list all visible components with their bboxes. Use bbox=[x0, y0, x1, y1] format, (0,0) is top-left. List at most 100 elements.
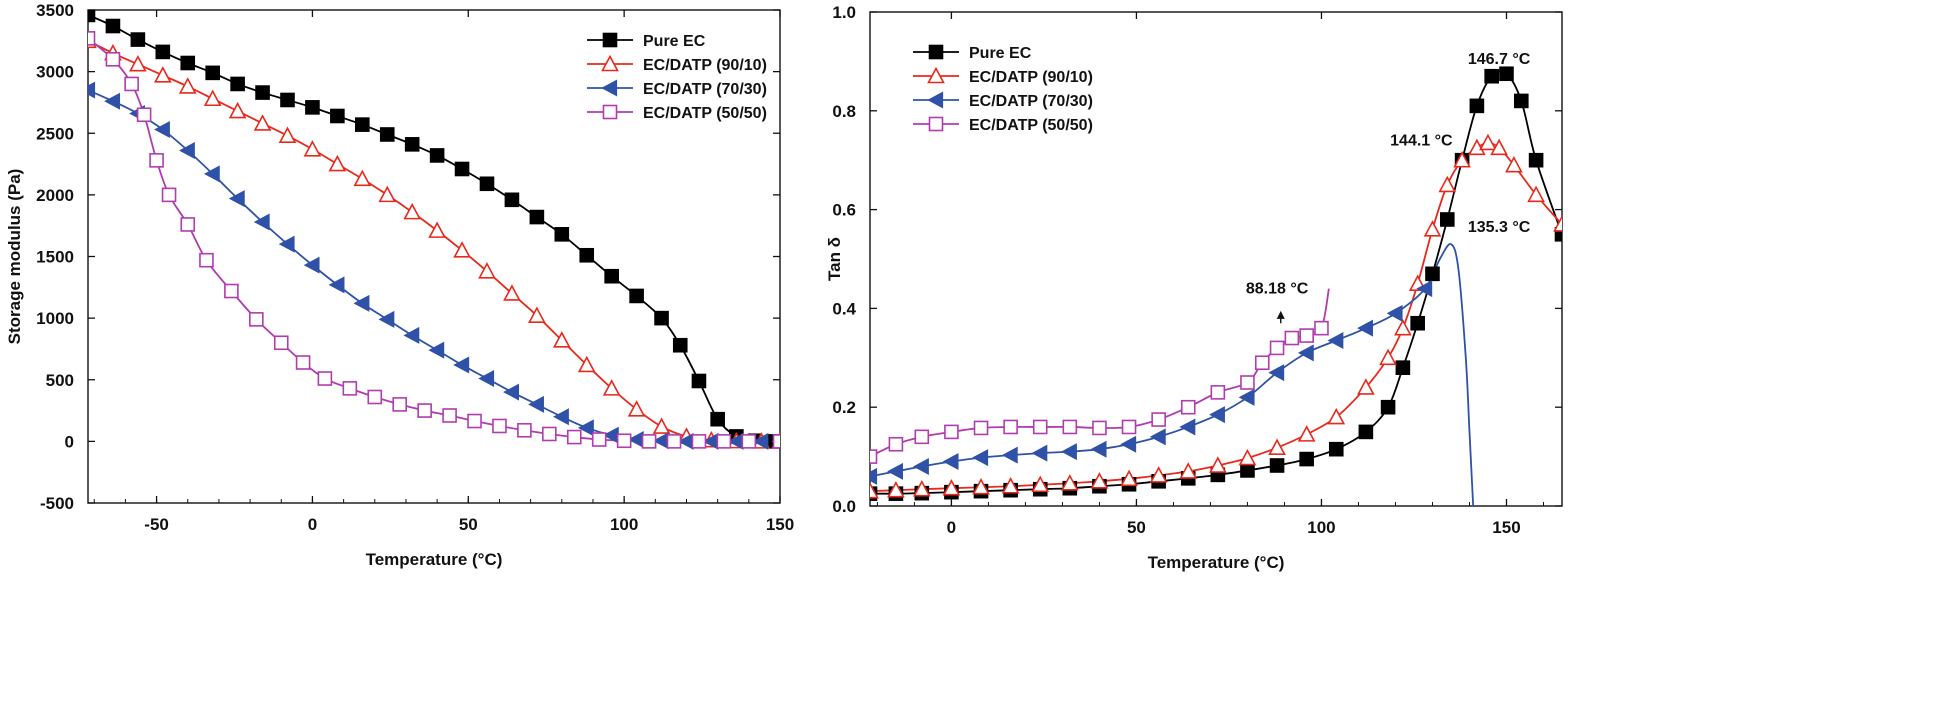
series-3-point-7 bbox=[1062, 419, 1078, 435]
series-0-point-16 bbox=[1328, 441, 1344, 457]
series-3-point-3 bbox=[136, 107, 152, 123]
series-0-point-26 bbox=[710, 411, 725, 427]
series-1-point-22 bbox=[627, 400, 646, 417]
series-0-point-7 bbox=[255, 85, 270, 100]
series-1-point-9 bbox=[303, 140, 322, 157]
series-1-point-1 bbox=[887, 480, 905, 498]
x-tick-label: 50 bbox=[1127, 518, 1146, 537]
series-1-point-9 bbox=[1120, 469, 1138, 487]
annotation-2: 135.3 °C bbox=[1468, 219, 1531, 236]
y-tick-label: 0.8 bbox=[832, 102, 856, 121]
series-3-point-18 bbox=[467, 413, 482, 429]
tan-delta-chart: 0 50 100 150 0.0 0.2 0.4 0.6 0.8 1.0 Temperature (… bbox=[825, 3, 1563, 572]
series-3-point-2 bbox=[914, 429, 930, 445]
series-2-point-14 bbox=[1268, 364, 1285, 382]
series-1-point-24 bbox=[1468, 138, 1486, 156]
y-tick-label: 0.0 bbox=[832, 497, 856, 516]
legend-label-0: Pure EC bbox=[969, 45, 1032, 62]
series-1-point-12 bbox=[378, 185, 397, 203]
series-2-point-4 bbox=[972, 449, 989, 467]
series-2-point-9 bbox=[303, 256, 320, 274]
series-3-point-4 bbox=[973, 420, 989, 436]
legend-label-0: Pure EC bbox=[643, 33, 706, 50]
series-1-point-21 bbox=[602, 379, 621, 396]
y-tick-label: 0.4 bbox=[832, 299, 856, 318]
series-3-point-18 bbox=[1314, 320, 1329, 336]
series-1-point-21 bbox=[1423, 220, 1442, 237]
series-2-point-13 bbox=[1238, 388, 1255, 406]
series-3-point-22 bbox=[566, 429, 582, 445]
series-2-point-8 bbox=[278, 235, 295, 253]
series-0-point-22 bbox=[1439, 212, 1455, 227]
legend-label-2: EC/DATP (70/30) bbox=[643, 81, 767, 98]
x-tick-label: 0 bbox=[947, 518, 956, 537]
series-3-point-24 bbox=[616, 433, 632, 449]
series-2-point-17 bbox=[503, 383, 520, 401]
series-0-point-29 bbox=[1554, 227, 1562, 242]
series-1-point-6 bbox=[228, 101, 247, 119]
series-3-point-0 bbox=[870, 449, 878, 464]
series-0-point-13 bbox=[1240, 463, 1255, 478]
y-axis-label: Tan δ bbox=[825, 237, 844, 281]
series-2-point-17 bbox=[1357, 319, 1373, 337]
y-tick-label: 2000 bbox=[36, 186, 74, 205]
legend-label-3: EC/DATP (50/50) bbox=[969, 117, 1093, 134]
series-2-markers bbox=[88, 81, 780, 450]
series-3-point-8 bbox=[1092, 420, 1107, 436]
series-0-point-22 bbox=[629, 288, 644, 304]
series-0-point-26 bbox=[1499, 66, 1514, 82]
series-2-point-0 bbox=[870, 467, 878, 485]
series-3-point-5 bbox=[1003, 419, 1018, 435]
series-3-point-12 bbox=[317, 371, 333, 386]
annotation-0: 146.7 °C bbox=[1468, 51, 1531, 68]
series-3-markers bbox=[88, 31, 780, 449]
series-1-point-7 bbox=[1060, 474, 1079, 491]
series-2-point-11 bbox=[353, 294, 370, 312]
series-1-point-28 bbox=[1527, 185, 1545, 203]
series-3-point-15 bbox=[1269, 340, 1285, 356]
series-0-point-24 bbox=[1469, 98, 1485, 114]
series-2-point-0 bbox=[88, 81, 96, 99]
legend-label-3: EC/DATP (50/50) bbox=[643, 105, 767, 122]
series-2-line bbox=[88, 89, 780, 443]
series-0-point-2 bbox=[130, 32, 146, 47]
series-1-point-22 bbox=[1438, 175, 1457, 193]
series-1-point-15 bbox=[453, 241, 471, 258]
series-3-point-11 bbox=[1180, 399, 1196, 415]
series-2-point-8 bbox=[1090, 440, 1107, 458]
x-tick-label: 100 bbox=[1307, 518, 1335, 537]
y-tick-label: 0.6 bbox=[832, 201, 856, 220]
series-2-point-15 bbox=[1297, 344, 1314, 362]
series-1-point-11 bbox=[353, 169, 372, 187]
series-2-point-3 bbox=[942, 453, 959, 471]
series-1-point-5 bbox=[203, 89, 222, 107]
series-0-point-legend bbox=[928, 44, 944, 60]
series-3-point-9 bbox=[249, 312, 264, 327]
series-1-point-23 bbox=[1453, 151, 1471, 168]
legend-label-2: EC/DATP (70/30) bbox=[969, 93, 1093, 110]
x-tick-label: 50 bbox=[459, 515, 478, 534]
series-3-point-27 bbox=[691, 434, 707, 449]
series-3-point-13 bbox=[1240, 375, 1255, 390]
series-2-point-12 bbox=[378, 310, 395, 328]
series-1-point-23 bbox=[652, 417, 671, 434]
series-1-point-18 bbox=[528, 306, 546, 323]
y-axis-label: Storage modulus (Pa) bbox=[5, 169, 24, 345]
series-0-point-21 bbox=[1425, 266, 1440, 282]
plot-frame bbox=[869, 11, 1563, 507]
series-3-point-6 bbox=[180, 217, 196, 232]
series-0-point-17 bbox=[1358, 424, 1374, 440]
series-1-point-15 bbox=[1297, 425, 1316, 442]
y-tick-label: -500 bbox=[40, 494, 74, 513]
series-3-point-1 bbox=[888, 436, 904, 452]
series-3-point-29 bbox=[741, 434, 757, 449]
series-3-point-17 bbox=[442, 408, 457, 423]
series-3-point-4 bbox=[149, 153, 164, 168]
series-0-point-20 bbox=[579, 247, 595, 263]
series-3-point-14 bbox=[367, 389, 383, 405]
series-3-point-6 bbox=[1032, 419, 1048, 435]
series-3-point-15 bbox=[392, 397, 408, 412]
annotation-3: 88.18 °C bbox=[1246, 281, 1309, 298]
series-2-point-4 bbox=[178, 142, 195, 160]
series-1-point-3 bbox=[942, 479, 961, 496]
